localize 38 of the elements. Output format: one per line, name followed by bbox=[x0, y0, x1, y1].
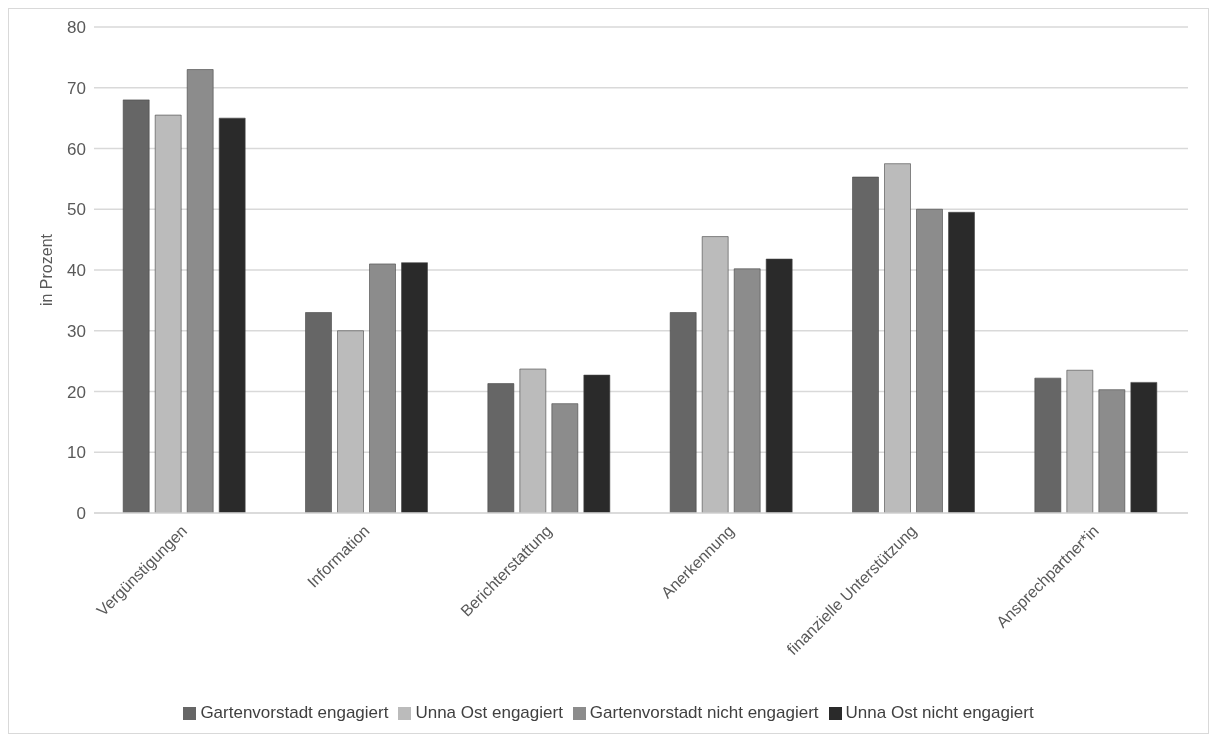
bar bbox=[733, 268, 761, 513]
bar bbox=[218, 117, 246, 513]
bar bbox=[765, 258, 793, 513]
bar bbox=[948, 211, 975, 513]
bar bbox=[186, 69, 214, 513]
bar bbox=[305, 312, 332, 513]
y-tick-label: 50 bbox=[67, 200, 86, 220]
bar bbox=[1034, 377, 1062, 513]
legend-label: Unna Ost engagiert bbox=[415, 703, 563, 722]
legend-label: Unna Ost nicht engagiert bbox=[845, 703, 1034, 722]
bar bbox=[487, 383, 515, 513]
bar bbox=[701, 236, 729, 513]
bar bbox=[1098, 389, 1126, 513]
bar bbox=[122, 99, 150, 513]
bar bbox=[916, 208, 943, 513]
bar bbox=[519, 368, 547, 513]
bar bbox=[369, 263, 396, 513]
bar bbox=[154, 114, 182, 513]
bar bbox=[884, 163, 911, 513]
y-tick-label: 40 bbox=[67, 261, 86, 281]
bar bbox=[401, 262, 428, 513]
y-tick-label: 10 bbox=[67, 443, 86, 463]
bar bbox=[1130, 382, 1158, 513]
bar bbox=[852, 176, 879, 513]
bar bbox=[551, 403, 579, 513]
y-tick-label: 20 bbox=[67, 382, 86, 402]
y-axis-title: in Prozent bbox=[37, 233, 55, 307]
y-tick-label: 80 bbox=[67, 18, 86, 38]
y-tick-label: 0 bbox=[76, 504, 86, 524]
legend-label: Gartenvorstadt nicht engagiert bbox=[589, 703, 819, 722]
y-tick-label: 60 bbox=[67, 139, 86, 159]
y-tick-label: 30 bbox=[67, 321, 86, 341]
bar bbox=[669, 312, 697, 513]
bar bbox=[1066, 369, 1094, 513]
bar bbox=[337, 330, 364, 513]
y-tick-label: 70 bbox=[67, 78, 86, 98]
bar bbox=[583, 374, 611, 513]
legend-label: Gartenvorstadt engagiert bbox=[200, 703, 389, 722]
